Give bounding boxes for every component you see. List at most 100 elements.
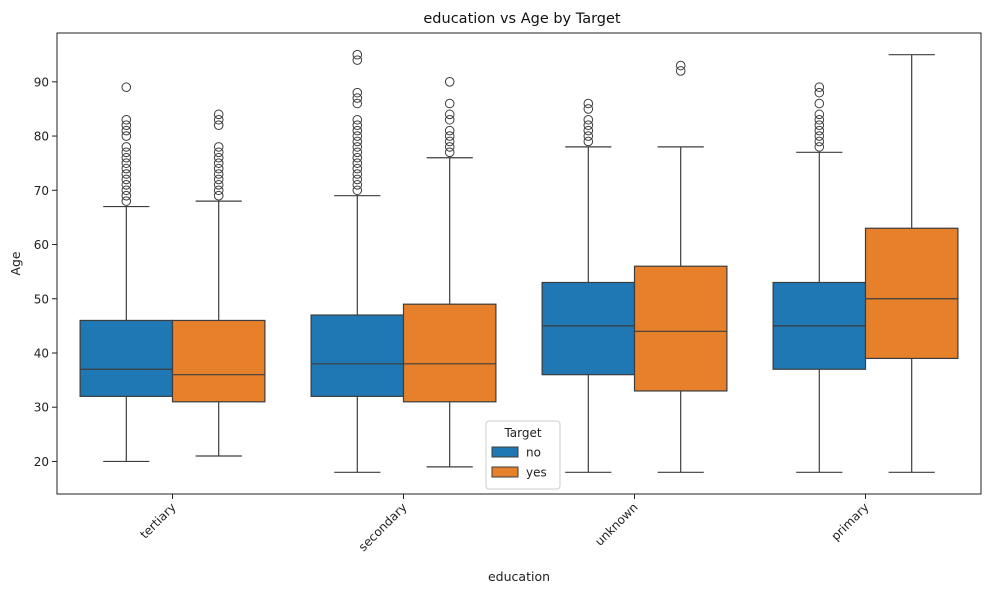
outlier-point [814,82,825,93]
iqr-box [541,281,636,376]
plot-area [79,49,959,473]
outlier-point [121,180,132,190]
outlier-point [213,190,224,201]
box-tertiary-no [79,82,174,463]
outlier-point [583,131,594,141]
outlier-point [444,142,455,152]
outlier-point [213,163,224,174]
outlier-point [121,147,132,158]
outlier-point [213,158,224,168]
outlier-point [352,131,363,141]
y-tick-label: 40 [34,346,49,360]
iqr-box [310,314,405,397]
outlier-point [121,152,132,163]
outlier-point [583,114,594,125]
outlier-point [444,109,455,120]
legend-swatch-no [491,446,519,458]
outlier-point [675,60,686,71]
outlier-point [121,174,132,185]
outlier-point [213,180,224,190]
outlier-point [121,131,132,141]
y-tick-label: 80 [34,130,49,144]
x-tick-label: secondary [356,500,410,554]
outlier-point [583,125,594,136]
outlier-point [352,180,363,190]
outlier-point [213,120,224,130]
outlier-point [814,87,825,98]
outlier-point [352,136,363,147]
outlier-point [444,114,455,125]
legend-label-yes: yes [526,466,547,480]
outlier-point [213,109,224,120]
outlier-point [444,136,455,147]
outlier-point [213,142,224,152]
plot-frame [56,32,982,495]
outlier-point [352,185,363,196]
outlier-point [121,142,132,152]
outlier-point [352,152,363,163]
outlier-point [444,98,455,109]
outlier-point [213,152,224,163]
outlier-point [121,120,132,130]
outlier-point [352,163,363,174]
outlier-point [352,114,363,125]
outlier-point [352,87,363,98]
y-tick-label: 70 [34,184,49,198]
legend-title: Target [503,426,541,440]
x-axis: tertiary secondary unknown primary [137,494,872,554]
outlier-point [814,120,825,130]
box-primary-no [772,82,867,473]
outlier-point [352,98,363,109]
outlier-point [352,93,363,103]
outlier-point [814,142,825,152]
outlier-point [121,114,132,125]
outlier-point [121,125,132,136]
outlier-point [352,55,363,65]
y-axis-label: Age [8,251,23,275]
legend: Target no yes [485,420,561,490]
outlier-point [583,98,594,109]
box-secondary-yes [402,77,497,468]
outlier-point [814,136,825,147]
outlier-point [121,158,132,168]
x-tick-label: primary [829,500,872,543]
y-tick-label: 90 [34,75,49,89]
outlier-point [814,98,825,109]
outlier-point [352,125,363,136]
outlier-point [121,82,132,93]
outlier-point [814,125,825,136]
outlier-point [814,131,825,141]
outlier-point [121,185,132,196]
iqr-box [171,319,266,403]
y-axis: 20 30 40 50 60 70 80 90 [34,75,57,469]
box-unknown-no [541,98,636,473]
outlier-point [213,185,224,196]
outlier-point [675,66,686,76]
x-tick-label: tertiary [137,500,178,541]
box-tertiary-yes [171,109,266,457]
outlier-point [352,169,363,179]
chart-title: education vs Age by Target [423,11,621,27]
iqr-box [864,227,959,360]
legend-swatch-yes [491,466,519,478]
outlier-point [352,142,363,152]
box-secondary-no [310,49,405,473]
outlier-point [352,49,363,60]
iqr-box [402,303,497,403]
y-tick-label: 50 [34,292,49,306]
legend-label-no: no [526,446,541,460]
outlier-point [444,131,455,141]
outlier-point [352,158,363,168]
outlier-point [213,114,224,125]
y-tick-label: 60 [34,238,49,252]
outlier-point [121,163,132,174]
y-tick-label: 30 [34,401,49,415]
outlier-point [583,120,594,130]
outlier-point [121,190,132,201]
outlier-point [213,174,224,185]
outlier-point [121,169,132,179]
x-axis-label: education [488,569,550,584]
outlier-point [352,174,363,185]
x-tick-label: unknown [592,500,640,548]
outlier-point [583,104,594,114]
